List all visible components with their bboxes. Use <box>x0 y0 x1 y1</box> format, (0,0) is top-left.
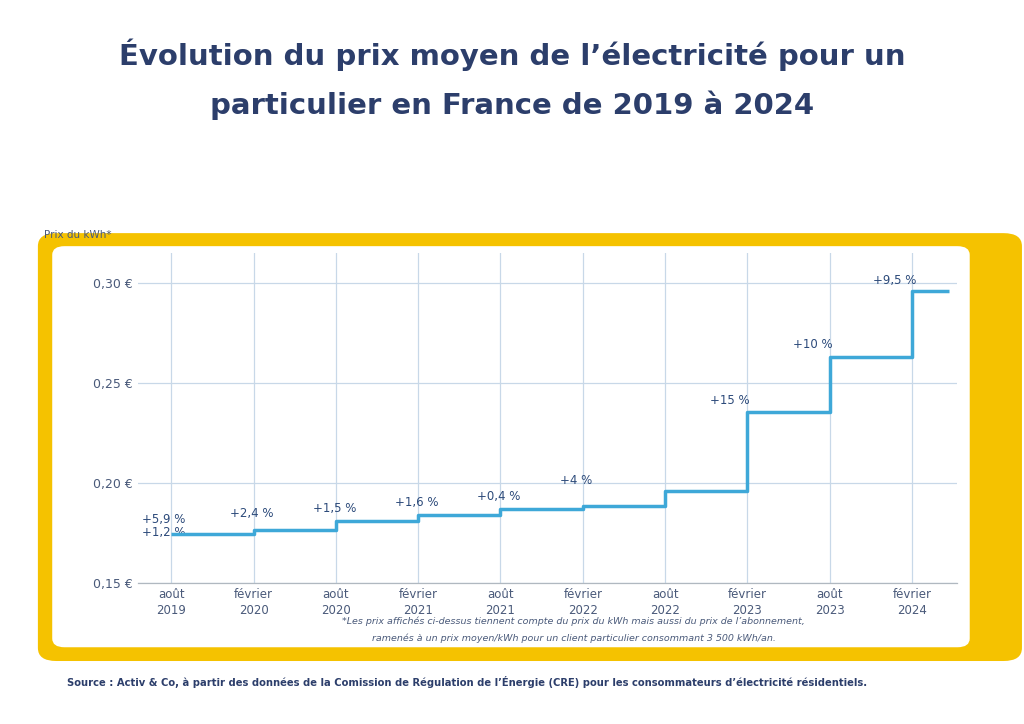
FancyBboxPatch shape <box>38 233 1022 661</box>
Text: +0,4 %: +0,4 % <box>477 490 521 503</box>
Text: +1,6 %: +1,6 % <box>395 496 438 509</box>
FancyBboxPatch shape <box>52 246 970 647</box>
Text: Source : Activ & Co, à partir des données de la Comission de Régulation de l’Éne: Source : Activ & Co, à partir des donnée… <box>67 676 866 688</box>
Text: +4 %: +4 % <box>560 474 592 487</box>
Text: particulier en France de 2019 à 2024: particulier en France de 2019 à 2024 <box>210 90 814 119</box>
Text: +5,9 %: +5,9 % <box>142 513 185 526</box>
Text: +10 %: +10 % <box>793 338 833 351</box>
Text: +2,4 %: +2,4 % <box>230 507 274 520</box>
Text: +15 %: +15 % <box>711 394 750 407</box>
Text: *Les prix affichés ci-dessus tiennent compte du prix du kWh mais aussi du prix d: *Les prix affichés ci-dessus tiennent co… <box>342 617 805 626</box>
Text: Évolution du prix moyen de l’électricité pour un: Évolution du prix moyen de l’électricité… <box>119 38 905 70</box>
Text: Prix du kWh*: Prix du kWh* <box>44 230 112 240</box>
Text: +1,2 %: +1,2 % <box>142 526 186 539</box>
Text: ramenés à un prix moyen/kWh pour un client particulier consommant 3 500 kWh/an.: ramenés à un prix moyen/kWh pour un clie… <box>372 634 775 643</box>
Text: +9,5 %: +9,5 % <box>872 274 916 287</box>
Text: +1,5 %: +1,5 % <box>312 502 356 515</box>
